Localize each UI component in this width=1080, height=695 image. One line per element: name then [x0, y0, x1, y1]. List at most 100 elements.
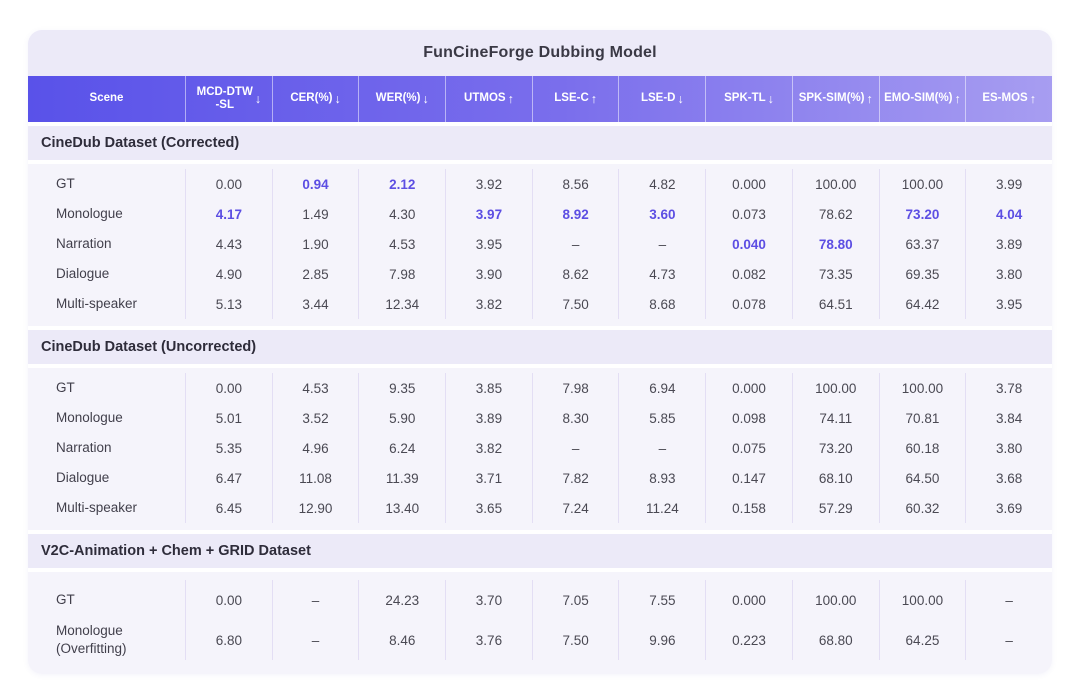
- column-label: EMO-SIM(%): [884, 92, 953, 105]
- table-cell: 0.00: [185, 169, 272, 199]
- table-cell: 3.70: [445, 580, 532, 620]
- row-label: Monologue (Overfitting): [56, 623, 127, 656]
- table-row: Multi-speaker 6.45 12.90 13.40 3.65 7.24 11.24…: [28, 493, 1052, 523]
- table-cell: 7.50: [531, 620, 619, 660]
- table-cell: 7.55: [618, 580, 705, 620]
- table-cell: 6.45: [185, 493, 272, 523]
- table-cell: 11.08: [271, 463, 359, 493]
- row-label: GT: [56, 592, 75, 608]
- table-cell: 8.30: [531, 403, 619, 433]
- table-cell: 57.29: [791, 493, 879, 523]
- table-cell: 3.95: [445, 229, 532, 259]
- table-row: Monologue 4.17 1.49 4.30 3.97 8.92 3.60 0.073 78…: [28, 199, 1052, 229]
- table-cell: 3.78: [965, 373, 1052, 403]
- column-header: WER(%) ↓: [358, 76, 445, 122]
- table-cell: 7.82: [531, 463, 619, 493]
- table-cell: 3.68: [965, 463, 1052, 493]
- table-cell: 3.97: [445, 199, 532, 229]
- table-cell: 60.18: [878, 433, 966, 463]
- table-cell: 73.20: [791, 433, 879, 463]
- table-cell: 3.82: [445, 289, 532, 319]
- table-cell: 3.89: [445, 403, 532, 433]
- table-cell: 3.84: [965, 403, 1052, 433]
- table-cell: –: [965, 620, 1052, 660]
- column-header: SPK-TL ↓: [705, 76, 792, 122]
- column-header: CER(%) ↓: [271, 76, 359, 122]
- row-label: Multi-speaker: [56, 296, 138, 312]
- table-title-bar: FunCineForge Dubbing Model: [28, 30, 1052, 76]
- table-cell: 0.00: [185, 373, 272, 403]
- table-cell: –: [965, 580, 1052, 620]
- column-header: MCD-DTW -SL ↓: [185, 76, 272, 122]
- arrow-up-icon: ↑: [507, 91, 514, 106]
- table-cell: 8.93: [618, 463, 705, 493]
- column-header: UTMOS ↑: [445, 76, 532, 122]
- table-cell: 4.53: [271, 373, 359, 403]
- table-cell: 0.223: [705, 620, 792, 660]
- table-cell: 3.69: [965, 493, 1052, 523]
- table-cell: 3.52: [271, 403, 359, 433]
- section-title: V2C-Animation + Chem + GRID Dataset: [41, 543, 311, 559]
- section-header: CineDub Dataset (Corrected): [28, 126, 1052, 160]
- table-cell: 5.35: [185, 433, 272, 463]
- table-header-row: Scene MCD-DTW -SL ↓ CER(%) ↓ WER(%) ↓ UTMOS ↑ LSE…: [28, 76, 1052, 122]
- table-cell: 3.82: [445, 433, 532, 463]
- table-cell: 3.65: [445, 493, 532, 523]
- table-cell: 0.94: [271, 169, 359, 199]
- column-label: WER(%): [375, 92, 421, 105]
- section-data-block: GT 0.00 0.94 2.12 3.92 8.56 4.82 0.000 100.00 100…: [28, 164, 1052, 326]
- table-cell: 100.00: [878, 373, 966, 403]
- column-label: MCD-DTW -SL: [196, 85, 253, 111]
- arrow-down-icon: ↓: [677, 91, 684, 106]
- table-cell: 3.89: [965, 229, 1052, 259]
- arrow-up-icon: ↑: [590, 91, 598, 106]
- column-header: EMO-SIM(%) ↑: [878, 76, 966, 122]
- table-cell: 7.50: [531, 289, 619, 319]
- table-cell: 5.90: [358, 403, 445, 433]
- table-cell: 3.80: [965, 433, 1052, 463]
- table-cell: 7.98: [358, 259, 445, 289]
- arrow-down-icon: ↓: [422, 91, 429, 106]
- row-label: Multi-speaker: [56, 500, 138, 516]
- table-cell: 3.44: [271, 289, 359, 319]
- column-label: CER(%): [290, 92, 333, 105]
- table-cell: –: [271, 620, 359, 660]
- table-cell: –: [618, 229, 705, 259]
- column-header: ES-MOS ↑: [965, 76, 1052, 122]
- column-label: SPK-TL: [724, 92, 766, 105]
- table-cell: 3.90: [445, 259, 532, 289]
- table-cell: 3.60: [618, 199, 705, 229]
- table-row: Dialogue 6.47 11.08 11.39 3.71 7.82 8.93 0.147 6…: [28, 463, 1052, 493]
- table-cell: 7.05: [531, 580, 619, 620]
- table-cell: 2.12: [358, 169, 445, 199]
- table-cell: 8.92: [531, 199, 619, 229]
- table-cell: 4.17: [185, 199, 272, 229]
- table-cell: 6.80: [185, 620, 272, 660]
- table-row: Monologue (Overfitting) 6.80–8.46 3.76 7.50…: [28, 620, 1052, 660]
- table-row: GT 0.00–24.23 3.70 7.05 7.55 0.000 100.00 100.0…: [28, 580, 1052, 620]
- row-label: Narration: [56, 440, 112, 456]
- table-cell: –: [618, 433, 705, 463]
- table-cell: 68.10: [791, 463, 879, 493]
- table-cell: 13.40: [358, 493, 445, 523]
- table-cell: 6.94: [618, 373, 705, 403]
- table-cell: –: [271, 580, 359, 620]
- column-header-scene: Scene: [28, 76, 185, 122]
- row-label: Monologue: [56, 206, 123, 222]
- table-row: Narration 4.43 1.90 4.53 3.95– –0.040 78.80 63.…: [28, 229, 1052, 259]
- table-row: GT 0.00 4.53 9.35 3.85 7.98 6.94 0.000 100.00 100…: [28, 373, 1052, 403]
- table-cell: 100.00: [791, 580, 879, 620]
- table-cell: 100.00: [791, 169, 879, 199]
- arrow-up-icon: ↑: [866, 91, 873, 106]
- table-cell: 3.85: [445, 373, 532, 403]
- table-cell: 3.80: [965, 259, 1052, 289]
- column-header: SPK-SIM(%) ↑: [791, 76, 879, 122]
- table-cell: 4.43: [185, 229, 272, 259]
- table-cell: –: [531, 433, 619, 463]
- table-cell: 7.98: [531, 373, 619, 403]
- table-cell: 7.24: [531, 493, 619, 523]
- table-cell: 73.35: [791, 259, 879, 289]
- table-cell: 6.24: [358, 433, 445, 463]
- table-cell: 5.01: [185, 403, 272, 433]
